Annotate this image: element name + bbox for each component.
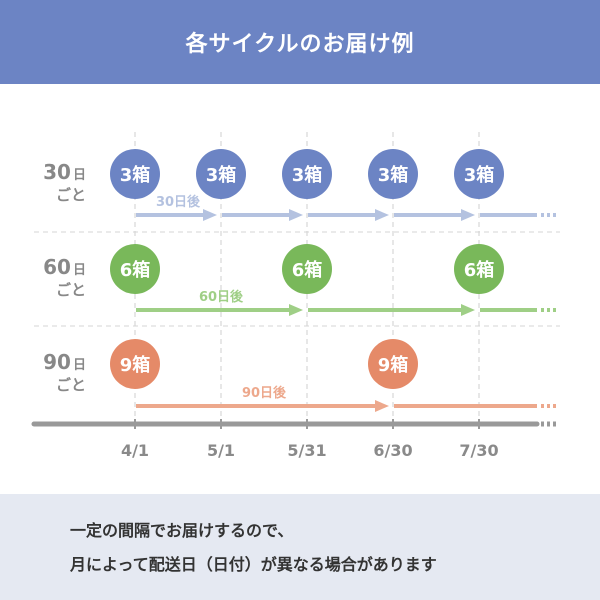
delivery-circle [454,244,504,294]
delivery-box-count: 9箱 [378,354,409,376]
interval-arrow-head [461,304,475,316]
delivery-cycle-diagram: 4/1 5/1 5/31 6/30 7/30 30 日ごと 30日後 3箱 3箱 3箱 3箱 3箱 60 日… [0,84,600,494]
delivery-box-count: 3箱 [206,164,237,186]
delivery-cycle-svg: 4/1 5/1 5/31 6/30 7/30 30 日ごと 30日後 3箱 3箱 3箱 3箱 3箱 60 日… [31,132,560,460]
delivery-box-count: 3箱 [292,164,323,186]
date-label: 4/1 [121,441,149,460]
row-cycle-sub-label: ごと [56,281,86,299]
interval-label: 90日後 [242,385,287,401]
row-cycle-label: 30 日 [43,160,86,184]
delivery-circle [110,244,160,294]
delivery-box-count: 3箱 [120,164,151,186]
interval-arrow-head [375,400,389,412]
interval-arrow-head [375,209,389,221]
date-label: 6/30 [373,441,412,460]
header-banner: 各サイクルのお届け例 [0,0,600,84]
delivery-circle [282,149,332,199]
footer-note-line-2: 月によって配送日（日付）が異なる場合があります [70,555,437,574]
date-label: 5/31 [287,441,326,460]
delivery-box-count: 6箱 [120,259,151,281]
row-cycle-sub-label: ごと [56,186,86,204]
delivery-circle [454,149,504,199]
delivery-circle [196,149,246,199]
delivery-box-count: 3箱 [464,164,495,186]
row-cycle-label: 60 日 [43,255,86,279]
delivery-box-count: 6箱 [464,259,495,281]
delivery-circle [282,244,332,294]
interval-label: 30日後 [156,194,201,210]
delivery-circle [110,149,160,199]
interval-arrow-head [203,209,217,221]
row-cycle-label: 90 日 [43,350,86,374]
footer-note-line-1: 一定の間隔でお届けするので、 [70,521,294,540]
delivery-circle [110,339,160,389]
date-label: 5/1 [207,441,235,460]
row-cycle-sub-label: ごと [56,376,86,394]
interval-arrow-head [289,209,303,221]
delivery-box-count: 3箱 [378,164,409,186]
footer-note: 一定の間隔でお届けするので、 月によって配送日（日付）が異なる場合があります [0,494,600,600]
interval-arrow-head [289,304,303,316]
delivery-circle [368,149,418,199]
interval-arrow-head [461,209,475,221]
date-label: 7/30 [459,441,498,460]
delivery-box-count: 9箱 [120,354,151,376]
interval-label: 60日後 [199,289,244,305]
delivery-box-count: 6箱 [292,259,323,281]
page-title: 各サイクルのお届け例 [185,32,415,57]
delivery-circle [368,339,418,389]
